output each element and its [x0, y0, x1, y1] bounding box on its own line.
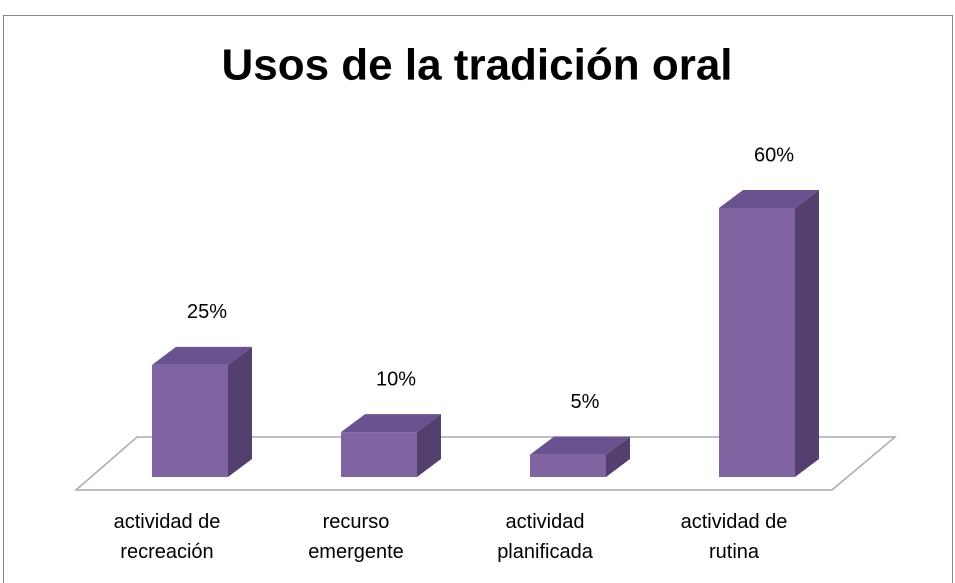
bar-front — [530, 454, 606, 477]
value-label: 25% — [187, 301, 227, 323]
bar-top — [341, 414, 441, 433]
bar-side — [795, 190, 819, 477]
bar-top — [719, 190, 819, 208]
bar — [152, 346, 252, 477]
bar-front — [719, 208, 795, 477]
x-tick-label: actividad de recreación — [113, 511, 221, 563]
x-tick-label: recurso emergente — [308, 511, 404, 563]
bar-top — [530, 436, 630, 455]
bar — [530, 436, 630, 477]
value-label: 60% — [754, 144, 794, 166]
value-label: 10% — [376, 368, 416, 390]
bar-side — [228, 346, 252, 477]
bar-top — [152, 346, 252, 365]
bar-side — [606, 436, 630, 477]
chart-title: Usos de la tradición oral — [221, 41, 732, 90]
bar-side — [417, 414, 441, 477]
floor — [73, 436, 898, 491]
bar-front — [152, 364, 228, 477]
bar-front — [341, 432, 417, 477]
x-tick-label: actividad planificada — [497, 511, 593, 563]
x-tick-label: actividad de rutina — [680, 511, 788, 563]
value-label: 5% — [571, 391, 600, 413]
bar — [719, 190, 819, 477]
bar — [341, 414, 441, 477]
